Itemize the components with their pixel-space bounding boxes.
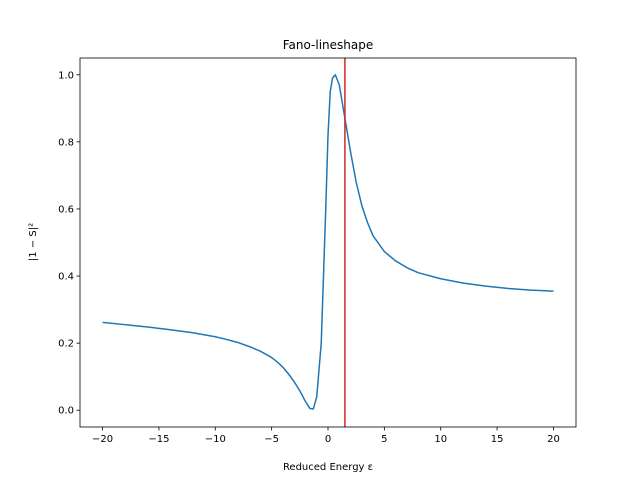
y-tick-label: 0.2 xyxy=(58,339,74,350)
x-tick-label: 15 xyxy=(491,434,504,445)
x-tick-label: 0 xyxy=(325,434,331,445)
y-tick-label: 0.6 xyxy=(58,204,74,215)
y-axis-ticks: 0.0 0.2 0.4 0.6 0.8 1.0 xyxy=(58,70,80,417)
x-tick-label: 10 xyxy=(434,434,447,445)
x-axis-ticks: −20 −15 −10 −5 0 5 10 15 20 xyxy=(92,427,560,445)
y-tick-label: 0.4 xyxy=(58,272,74,283)
series-line-0 xyxy=(102,74,554,410)
x-tick-label: −15 xyxy=(148,434,169,445)
y-tick-label: 1.0 xyxy=(58,70,74,81)
y-axis-label: |1 − S|² xyxy=(28,223,39,261)
x-tick-label: 5 xyxy=(381,434,387,445)
x-axis-label: Reduced Energy ε xyxy=(283,462,373,473)
y-tick-label: 0.0 xyxy=(58,406,74,417)
x-tick-label: −5 xyxy=(264,434,279,445)
x-tick-label: 20 xyxy=(547,434,560,445)
x-tick-label: −10 xyxy=(205,434,226,445)
chart-title: Fano-lineshape xyxy=(283,38,374,52)
y-tick-label: 0.8 xyxy=(58,137,74,148)
x-tick-label: −20 xyxy=(92,434,113,445)
